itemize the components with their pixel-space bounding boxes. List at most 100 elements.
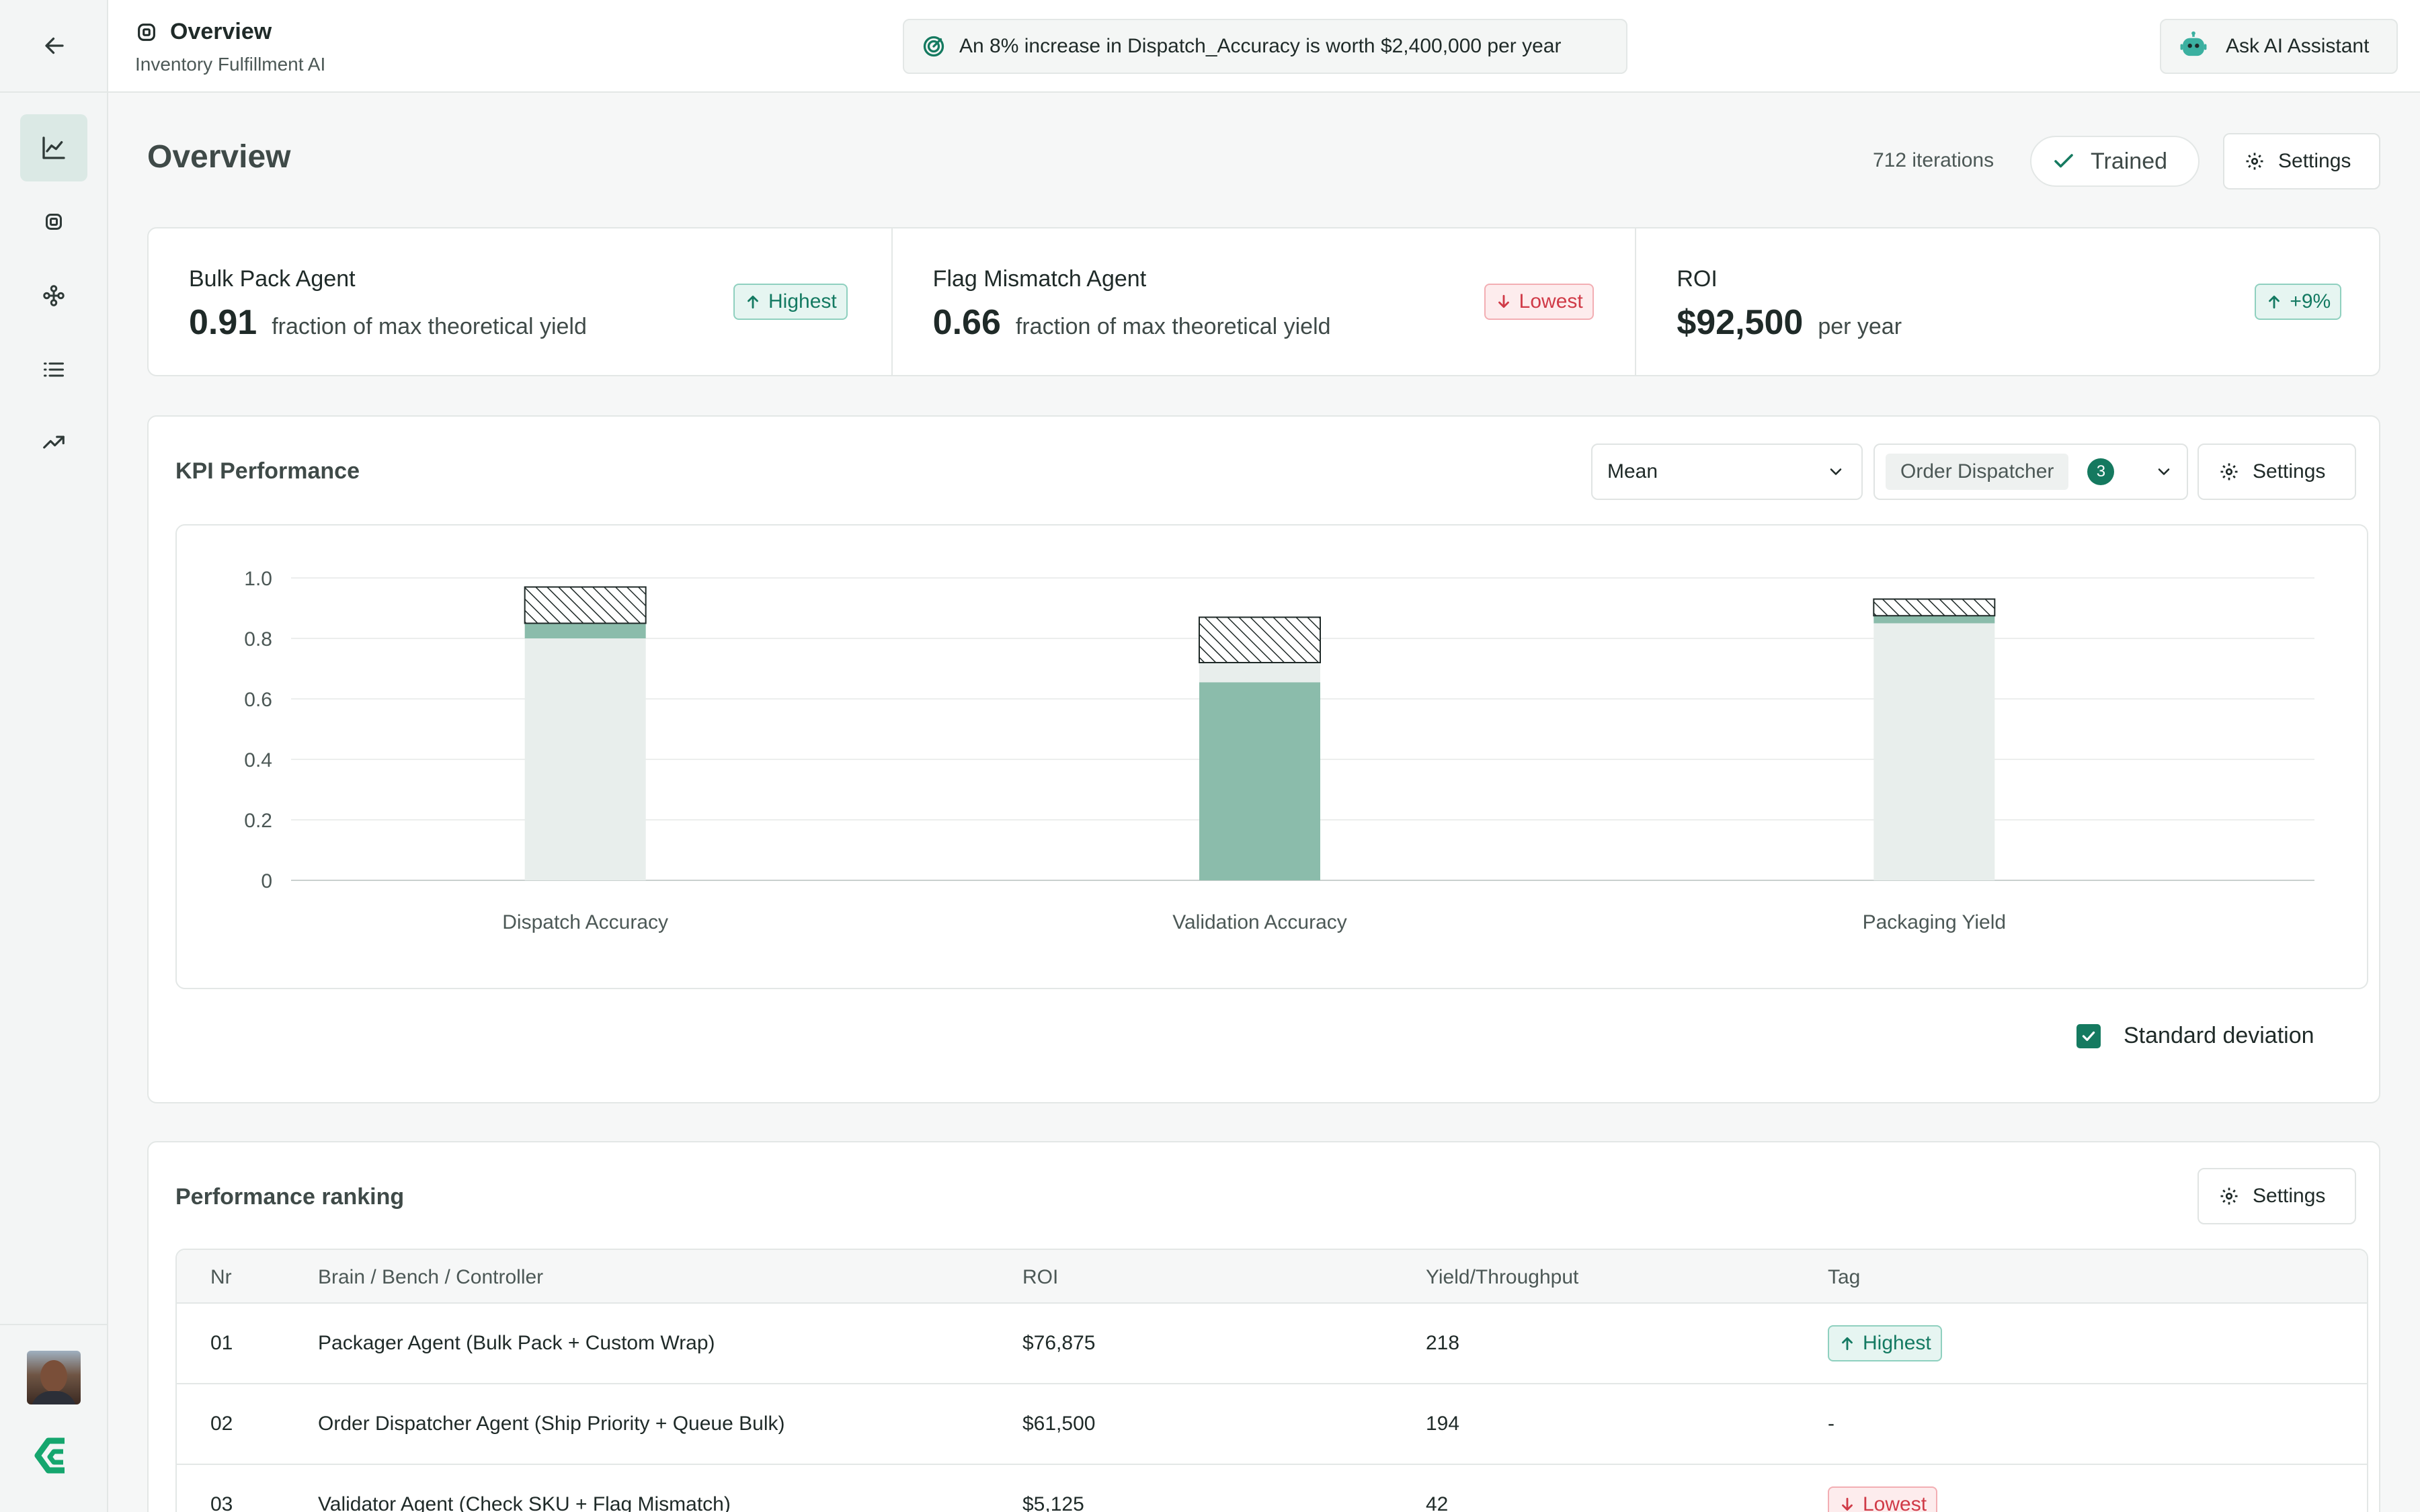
lowest-badge: Lowest bbox=[1484, 284, 1594, 320]
tag-label: Highest bbox=[1863, 1332, 1931, 1354]
table-header: Nr Brain / Bench / Controller ROI Yield/… bbox=[177, 1250, 2367, 1304]
row-yield: 194 bbox=[1426, 1413, 1460, 1435]
row-yield: 218 bbox=[1426, 1332, 1460, 1354]
std-deviation-toggle[interactable]: Standard deviation bbox=[2076, 1023, 2314, 1049]
value-banner: An 8% increase in Dispatch_Accuracy is w… bbox=[903, 19, 1627, 74]
ranking-settings-button[interactable]: Settings bbox=[2197, 1168, 2356, 1224]
row-yield: 42 bbox=[1426, 1493, 1449, 1512]
app-title-text: Overview bbox=[170, 19, 272, 44]
ask-ai-label: Ask AI Assistant bbox=[2226, 35, 2370, 57]
bar-segment-solid-medium[interactable] bbox=[524, 623, 646, 639]
bar-base-segment[interactable] bbox=[1873, 623, 1995, 881]
std-deviation-checkbox[interactable] bbox=[2076, 1023, 2101, 1048]
sidebar-item-list[interactable] bbox=[20, 336, 87, 403]
chart-settings-button[interactable]: Settings bbox=[2197, 444, 2356, 500]
badge-label: +9% bbox=[2290, 290, 2331, 312]
bar-base-segment[interactable] bbox=[524, 638, 646, 880]
kpi-label: Flag Mismatch Agent bbox=[932, 266, 1147, 292]
sidebar-item-trends[interactable] bbox=[20, 409, 87, 476]
kpi-card-flag-mismatch: Flag Mismatch Agent 0.66 fraction of max… bbox=[891, 228, 1636, 375]
kpi-value: 0.91 bbox=[189, 303, 257, 342]
kpi-unit: fraction of max theoretical yield bbox=[1015, 314, 1331, 339]
aggregate-select-value: Mean bbox=[1607, 460, 1658, 482]
kpi-label: Bulk Pack Agent bbox=[189, 266, 356, 292]
row-tag: - bbox=[1828, 1413, 1834, 1435]
bar-segment-light[interactable] bbox=[1199, 663, 1320, 683]
performance-ranking-panel: Performance ranking Settings Nr Brain / … bbox=[147, 1141, 2380, 1512]
arrow-up-icon bbox=[748, 296, 758, 309]
filter-count-badge: 3 bbox=[2087, 458, 2115, 485]
top-bar: Overview Inventory Fulfillment AI An 8% … bbox=[108, 0, 2420, 93]
highest-badge: Highest bbox=[733, 284, 848, 320]
x-category-label: Dispatch Accuracy bbox=[502, 911, 668, 933]
ask-ai-assistant-button[interactable]: Ask AI Assistant bbox=[2160, 19, 2398, 74]
status-badge: Trained bbox=[2030, 136, 2200, 187]
kpi-unit: per year bbox=[1818, 314, 1902, 339]
aggregate-select[interactable]: Mean bbox=[1591, 444, 1863, 500]
badge-label: Lowest bbox=[1519, 290, 1583, 312]
robot-icon bbox=[2180, 31, 2207, 56]
kpi-unit: fraction of max theoretical yield bbox=[272, 314, 587, 339]
chevron-down-icon bbox=[1830, 468, 1842, 475]
lowest-tag: Lowest bbox=[1828, 1486, 1938, 1512]
table-row[interactable]: 03 Validator Agent (Check SKU + Flag Mis… bbox=[177, 1465, 2367, 1512]
page-settings-button[interactable]: Settings bbox=[2223, 133, 2380, 190]
bar-segment-hatched[interactable] bbox=[1873, 598, 1996, 617]
ranking-title: Performance ranking bbox=[175, 1184, 405, 1210]
chart-settings-label: Settings bbox=[2253, 460, 2326, 482]
agent-filter-select[interactable]: Order Dispatcher 3 bbox=[1873, 444, 2188, 500]
highest-tag: Highest bbox=[1828, 1325, 1942, 1361]
x-category-label: Packaging Yield bbox=[1863, 911, 2007, 933]
kpi-value: $92,500 bbox=[1677, 303, 1804, 342]
arrow-up-icon bbox=[2269, 296, 2280, 309]
arrow-down-icon bbox=[1498, 294, 1509, 308]
chip-icon bbox=[46, 214, 62, 230]
sidebar-divider bbox=[0, 1324, 108, 1325]
gear-icon bbox=[2220, 1187, 2238, 1205]
bar-segment-solid-medium[interactable] bbox=[1873, 616, 1995, 624]
banner-text: An 8% increase in Dispatch_Accuracy is w… bbox=[959, 35, 1562, 57]
sidebar-item-overview[interactable] bbox=[20, 114, 87, 181]
gear-icon bbox=[2220, 463, 2238, 480]
filter-chip: Order Dispatcher bbox=[1886, 454, 2069, 490]
ranking-table: Nr Brain / Bench / Controller ROI Yield/… bbox=[175, 1249, 2368, 1512]
bar-segment-solid-medium[interactable] bbox=[1199, 682, 1320, 880]
app-subtitle: Inventory Fulfillment AI bbox=[135, 54, 326, 75]
back-button[interactable] bbox=[0, 0, 108, 93]
row-nr: 02 bbox=[210, 1413, 233, 1435]
column-header[interactable]: Tag bbox=[1828, 1266, 1861, 1288]
badge-label: Highest bbox=[768, 290, 837, 312]
row-roi: $76,875 bbox=[1022, 1332, 1096, 1354]
y-tick-label: 0.6 bbox=[244, 689, 272, 711]
bar-segment-hatched[interactable] bbox=[524, 586, 647, 624]
arrow-up-icon bbox=[1842, 1337, 1853, 1351]
nodes-icon bbox=[43, 285, 65, 306]
y-tick-label: 1.0 bbox=[244, 568, 272, 590]
brand-logo-icon bbox=[34, 1437, 65, 1474]
column-header[interactable]: Yield/Throughput bbox=[1426, 1266, 1579, 1288]
avatar[interactable] bbox=[27, 1351, 81, 1404]
list-icon bbox=[44, 362, 64, 377]
sidebar-item-brains[interactable] bbox=[20, 188, 87, 255]
chevron-down-icon bbox=[2158, 468, 2170, 475]
sidebar bbox=[0, 0, 108, 1512]
column-header[interactable]: Brain / Bench / Controller bbox=[318, 1266, 544, 1288]
bar-segment-hatched[interactable] bbox=[1199, 616, 1321, 663]
kpi-label: ROI bbox=[1677, 266, 1718, 292]
row-nr: 01 bbox=[210, 1332, 233, 1354]
arrow-left-icon bbox=[44, 37, 64, 54]
iterations-count: 712 iterations bbox=[1873, 149, 1994, 171]
page-settings-label: Settings bbox=[2278, 150, 2351, 172]
column-header[interactable]: ROI bbox=[1022, 1266, 1059, 1288]
arrow-down-icon bbox=[1842, 1497, 1853, 1511]
y-tick-label: 0.8 bbox=[244, 628, 272, 650]
sidebar-item-graph[interactable] bbox=[20, 262, 87, 329]
row-nr: 03 bbox=[210, 1493, 233, 1512]
kpi-performance-title: KPI Performance bbox=[175, 458, 360, 484]
table-row[interactable]: 01 Packager Agent (Bulk Pack + Custom Wr… bbox=[177, 1304, 2367, 1384]
column-header[interactable]: Nr bbox=[210, 1266, 232, 1288]
table-row[interactable]: 02 Order Dispatcher Agent (Ship Priority… bbox=[177, 1384, 2367, 1465]
status-label: Trained bbox=[2091, 148, 2168, 174]
roi-change-badge: +9% bbox=[2255, 284, 2342, 320]
page-title: Overview bbox=[147, 139, 291, 175]
